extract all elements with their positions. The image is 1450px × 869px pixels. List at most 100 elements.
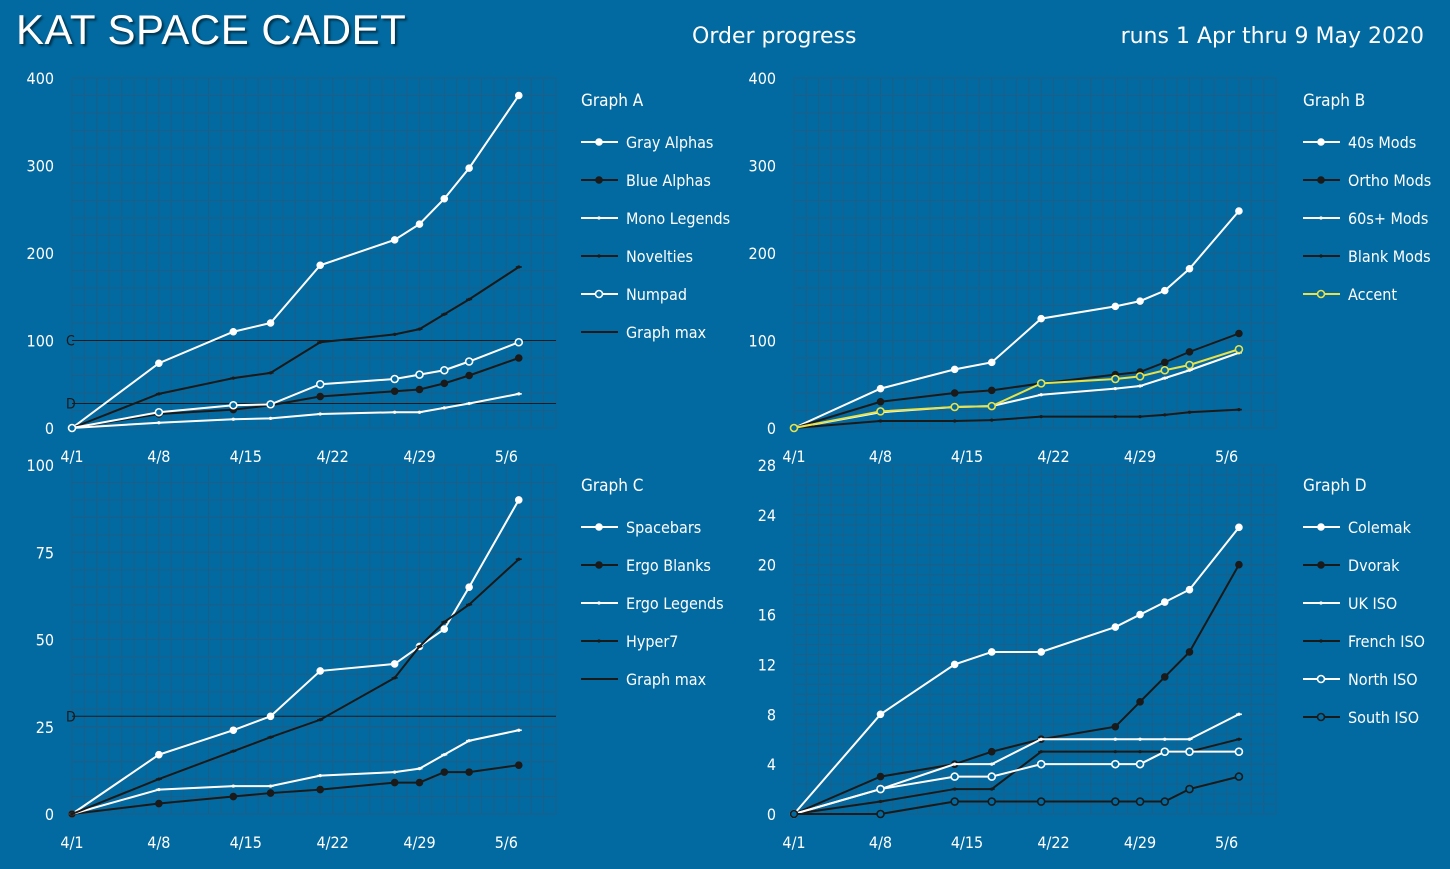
data-point-accent [1036,379,1046,388]
x-tick-label: 4/1 [782,447,805,466]
legend-label-south-iso: South ISO [1348,708,1419,727]
x-tick-label: 4/29 [1124,833,1156,852]
data-point-ortho-mods [1160,358,1169,367]
legend-label-graph-max: Graph max [626,670,707,689]
series-line-north-iso [793,750,1239,815]
data-point-accent [789,423,799,433]
y-tick-label: 50 [36,631,54,650]
legend-label-gray-alphas: Gray Alphas [626,133,713,152]
run-dates: runs 1 Apr thru 9 May 2020 [1120,24,1424,49]
chart-panel-graph-a: 0 100 200 300 400 4/1 4/8 4/15 4/22 4/29 5/6 C D Grap… [27,69,731,466]
x-tick-label: 4/22 [316,447,348,466]
data-point-ergo-blanks [229,792,238,801]
legend-marker [1317,561,1325,569]
data-point-french-iso-dot [1039,750,1043,754]
series-line-colemak [793,526,1240,815]
series-line-spacebars [71,499,520,815]
x-tick-label: 5/6 [495,447,518,466]
data-point-mono-legends-dot [157,421,161,425]
x-tick-label: 5/6 [1215,447,1238,466]
data-point-gray-alphas [440,194,449,203]
series-line-blue-alphas [71,357,520,429]
y-tick-label: 28 [758,456,776,475]
y-tick-label: 0 [45,419,54,438]
x-tick-label: 4/8 [869,833,892,852]
data-point-uk-iso-dot [990,762,994,766]
data-point-numpad [154,407,164,417]
data-point-accent [950,402,959,412]
data-point-mono-legends-dot [467,401,471,406]
data-point-blue-alphas [465,371,473,380]
x-tick-label: 4/15 [230,833,262,852]
data-point-uk-iso-dot [1237,712,1241,716]
legend-marker [1317,176,1325,184]
data-point-ergo-blanks [440,768,449,776]
data-point-french-iso-dot [953,787,957,791]
data-point-ergo-blanks [514,761,523,769]
legend-label-blank-mods: Blank Mods [1348,247,1431,266]
data-point-uk-iso-dot [953,762,957,766]
data-point-mono-legends-dot [517,392,521,396]
data-point-accent [987,401,997,411]
data-point-60s-mods-dot [1163,376,1167,380]
data-point-40s-mods [876,384,885,393]
data-point-blue-alphas [415,385,424,394]
series-line-dvorak [793,564,1240,815]
legend-label-blue-alphas: Blue Alphas [626,171,711,190]
data-point-novelties-dot [417,327,422,331]
data-point-hyper7-dot [467,603,471,607]
data-point-ergo-blanks [390,778,399,787]
y-tick-label: 0 [767,805,776,824]
data-point-south-iso [950,797,959,806]
legend-title: Graph C [581,476,643,496]
data-point-blank-mods-dot [1163,413,1167,417]
y-tick-label: 16 [758,606,776,625]
data-point-accent [1111,374,1120,384]
y-tick-label: 20 [758,556,776,575]
data-point-gray-alphas [465,164,473,172]
data-point-hyper7-dot [157,777,161,781]
legend-label-dvorak: Dvorak [1348,556,1400,575]
legend-label-colemak: Colemak [1348,518,1412,537]
data-point-dvorak [1185,648,1194,656]
data-point-ergo-legends-dot [517,728,521,732]
legend-label-hyper7: Hyper7 [626,632,678,651]
data-point-novelties-dot [393,332,397,336]
data-point-gray-alphas [390,236,399,244]
series-line-accent [793,348,1240,429]
data-point-north-iso [1036,759,1046,769]
data-point-numpad [464,357,474,366]
data-point-gray-alphas [266,319,275,327]
data-point-ergo-blanks [415,778,424,787]
data-point-dvorak [1111,722,1120,731]
data-point-novelties-dot [157,392,161,396]
legend-label-ergo-blanks: Ergo Blanks [626,556,711,575]
data-point-hyper7-dot [417,644,422,649]
data-point-ergo-legends-dot [231,784,235,788]
legend-marker [1316,289,1326,299]
data-point-ergo-legends-dot [442,753,446,757]
data-point-colemak [950,660,959,669]
data-point-french-iso-dot [1113,750,1117,754]
x-tick-label: 4/22 [316,833,348,852]
data-point-north-iso [1160,747,1170,756]
data-point-north-iso [987,772,997,781]
data-point-blank-mods-dot [1113,415,1117,419]
data-point-ergo-legends-dot [467,739,471,743]
legend-label-numpad: Numpad [626,285,687,304]
data-point-blank-mods-dot [1039,415,1043,419]
data-point-gray-alphas [229,327,238,336]
data-point-south-iso [987,797,997,806]
data-point-ergo-legends-dot [157,787,161,792]
legend-label-accent: Accent [1348,285,1397,304]
data-point-south-iso [1135,797,1145,806]
x-tick-label: 4/1 [60,447,83,466]
y-tick-label: 200 [749,244,776,263]
data-point-ortho-mods [876,397,885,406]
data-point-blank-mods-dot [1187,410,1192,414]
data-point-numpad [415,370,424,379]
legend-label-60s-mods: 60s+ Mods [1348,209,1428,228]
data-point-spacebars [465,583,473,591]
data-point-40s-mods [1160,286,1169,295]
y-tick-label: 0 [45,805,54,824]
